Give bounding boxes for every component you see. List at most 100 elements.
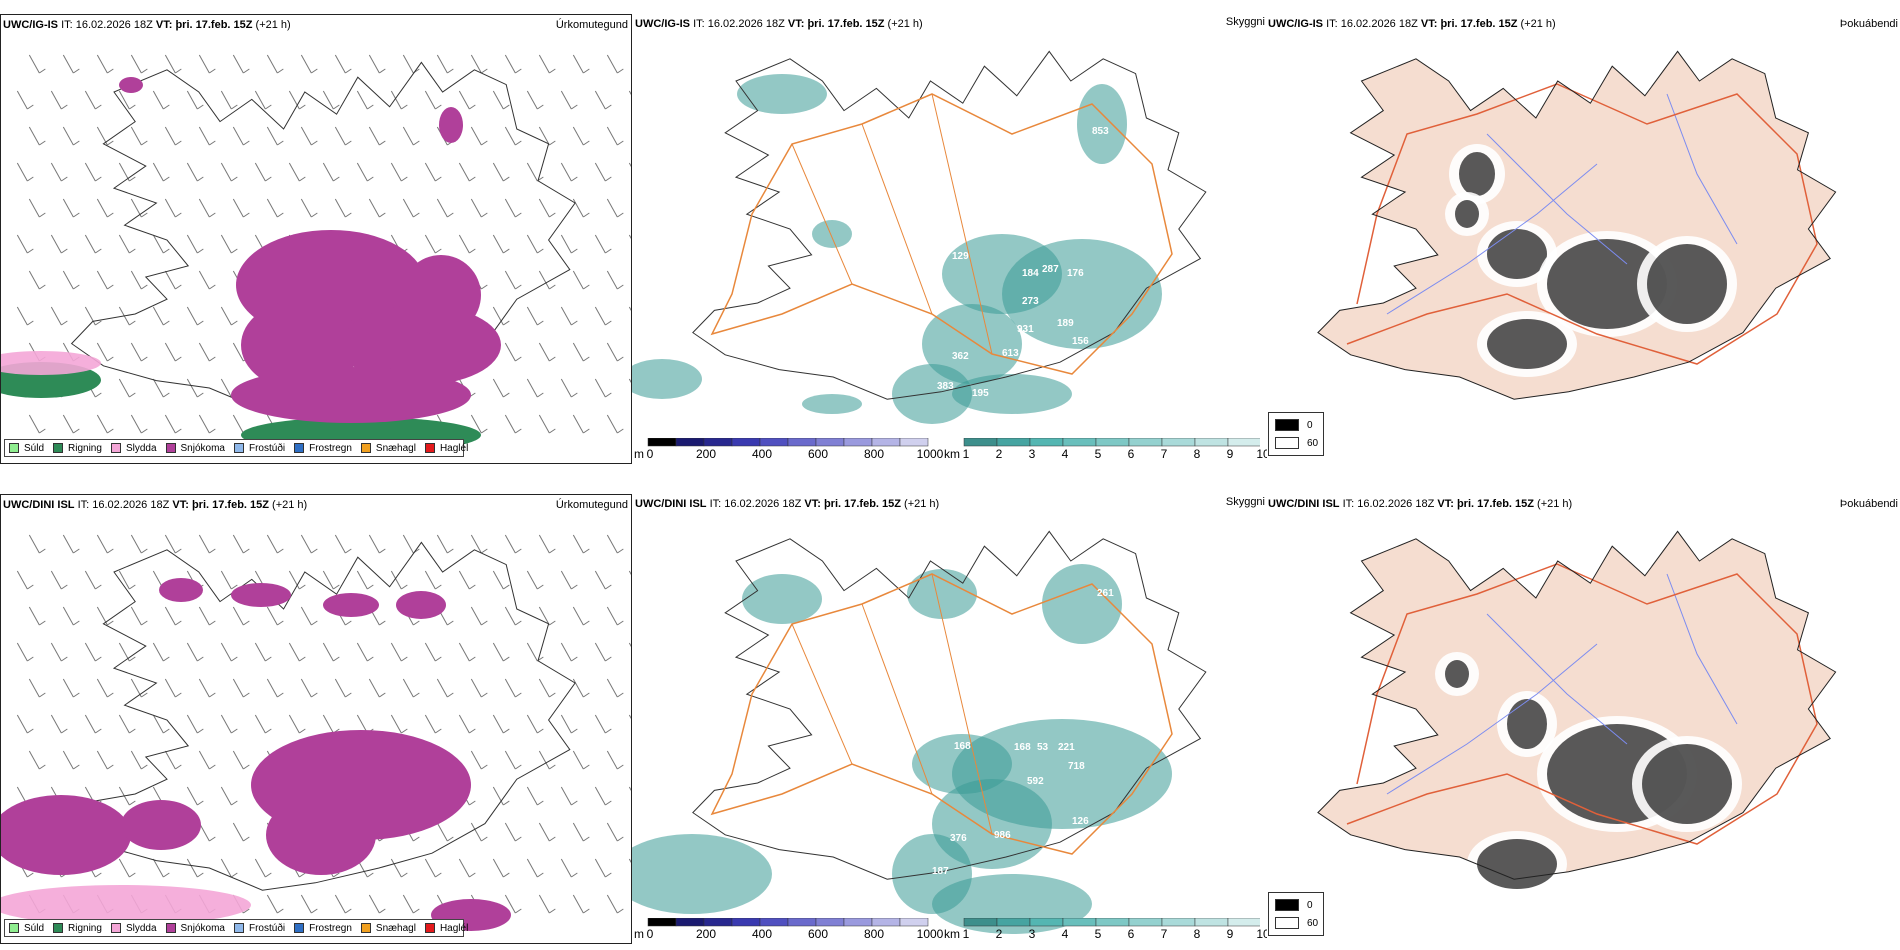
iceland-coastline [1317, 530, 1837, 880]
legend-item: Frostúði [233, 442, 286, 454]
colorbar-tick: 1 [962, 447, 970, 461]
colorbar-swatch [1095, 437, 1130, 447]
visibility-label: 168 [954, 741, 971, 752]
colorbar-tick: 200 [695, 927, 717, 941]
colorbar-tick: 8 [1193, 447, 1201, 461]
fog-legend-row: 60 [1275, 437, 1318, 449]
visibility-label: 592 [1027, 776, 1044, 787]
fog-legend-label: 0 [1307, 899, 1313, 911]
map-header: UWC/DINI ISL IT: 16.02.2026 18Z VT: þri.… [3, 499, 308, 511]
fog-legend-swatch [1275, 419, 1299, 431]
colorbar-tick: 6 [1127, 927, 1135, 941]
colorbar-tick: 0 [646, 447, 654, 461]
visibility-label: 261 [1097, 588, 1114, 599]
colorbar-swatch [731, 437, 761, 447]
visibility-label: 986 [994, 830, 1011, 841]
colorbar-units: km [944, 447, 960, 461]
legend-item: Súld [9, 923, 44, 934]
colorbar-swatch [996, 917, 1031, 927]
colorbar-swatch [1095, 917, 1130, 927]
fog-map-canvas [1317, 530, 1837, 897]
visibility-label: 273 [1022, 296, 1039, 307]
colorbar-tick: 3 [1028, 927, 1036, 941]
colorbar-tick: 9 [1226, 447, 1234, 461]
colorbar-swatch [815, 917, 845, 927]
legend-item: Snæhagl [360, 922, 416, 934]
colorbar-swatch [843, 437, 873, 447]
snowfall-areas [1, 578, 511, 931]
colorbar-meters: m 0 200 400 600 800 1000 [634, 435, 943, 464]
road-network [1346, 563, 1818, 845]
colorbar-tick: 5 [1094, 447, 1102, 461]
colorbar-tick: 400 [751, 447, 773, 461]
colorbar-swatch [899, 917, 929, 927]
panel-title: Skyggni [1225, 16, 1265, 28]
legend-label: Haglél [439, 442, 469, 454]
map-header: UWC/IG-IS IT: 16.02.2026 18Z VT: þri. 17… [635, 18, 923, 30]
colorbar-tick: 3 [1028, 447, 1036, 461]
panel-title: Þokuábendi [1839, 498, 1898, 510]
road-network [710, 93, 1173, 375]
legend-swatch [233, 923, 244, 933]
legend-label: Snæhagl [375, 922, 416, 934]
fog-legend-label: 60 [1307, 917, 1319, 929]
fog-index-shading [1445, 144, 1737, 377]
river-network [1386, 93, 1738, 315]
fog-legend-swatch [1275, 917, 1299, 929]
colorbar-swatch [703, 917, 733, 927]
legend-item: Snjókoma [165, 442, 225, 454]
visibility-label: 126 [1072, 816, 1089, 827]
colorbar-swatch [675, 917, 705, 927]
colorbar-meters-swatches [647, 437, 929, 447]
legend-label: Slydda [125, 922, 157, 934]
legend-swatch [165, 443, 176, 453]
colorbar-swatch [1161, 437, 1196, 447]
map-header: UWC/IG-IS IT: 16.02.2026 18Z VT: þri. 17… [1268, 18, 1556, 30]
visibility-label: 362 [952, 351, 969, 362]
legend-item: Snæhagl [360, 443, 416, 454]
colorbar-swatch [787, 437, 817, 447]
legend-item: Frostúði [233, 923, 285, 934]
visibility-label: 189 [1057, 318, 1074, 329]
colorbar-tick: 800 [863, 927, 885, 941]
visibility-label: 184 [1022, 268, 1039, 279]
precip-type-map-row2: UWC/DINI ISL IT: 16.02.2026 18Z VT: þri.… [0, 494, 632, 944]
visibility-label: 168 [1014, 742, 1031, 753]
colorbar-swatch [1194, 917, 1229, 927]
visibility-label: 287 [1042, 264, 1059, 275]
colorbar-swatch [759, 917, 789, 927]
colorbar-tick: 10 [1256, 927, 1267, 941]
colorbar-swatch [1227, 917, 1262, 927]
iceland-coastline [70, 541, 576, 891]
legend-label: Frostregn [309, 442, 352, 454]
fog-legend-row: 60 [1275, 917, 1318, 929]
fog-legend-swatch [1275, 899, 1299, 911]
colorbar-tick: 4 [1061, 447, 1069, 461]
colorbar-swatch [843, 917, 873, 927]
fog-legend-label: 0 [1307, 419, 1313, 431]
legend-swatch [294, 923, 305, 933]
fog-index-map-row1: UWC/IG-IS IT: 16.02.2026 18Z VT: þri. 17… [1267, 14, 1900, 464]
colorbar-tick: 7 [1160, 927, 1168, 941]
legend-item: Haglél [424, 442, 469, 454]
legend-label: Haglél [439, 922, 469, 934]
map-header: UWC/DINI ISL IT: 16.02.2026 18Z VT: þri.… [635, 498, 940, 510]
colorbar-tick: 600 [807, 447, 829, 461]
legend-item: Slydda [110, 922, 157, 934]
legend-label: Rigning [68, 442, 102, 454]
visibility-label: 176 [1067, 268, 1084, 279]
visibility-map-canvas: 853 129 184 287 176 273 931 189 156 362 613 383 195 [632, 50, 1207, 424]
legend-swatch [424, 443, 435, 453]
legend-swatch [360, 443, 371, 453]
legend-label: Frostúði [248, 442, 286, 454]
road-network [1346, 83, 1818, 365]
precip-type-legend: Súld Rigning Slydda Snjókoma Frostúði Frostre… [4, 439, 468, 457]
legend-item: Slydda [110, 443, 157, 454]
legend-label: Snjókoma [180, 442, 225, 454]
iceland-coastline [692, 50, 1207, 400]
colorbar-km-swatches [963, 437, 1262, 447]
low-visibility-areas [632, 564, 1172, 934]
visibility-label: 60 [1150, 604, 1162, 615]
legend-swatch [110, 443, 121, 453]
panel-title: Þokuábendi [1839, 18, 1898, 30]
